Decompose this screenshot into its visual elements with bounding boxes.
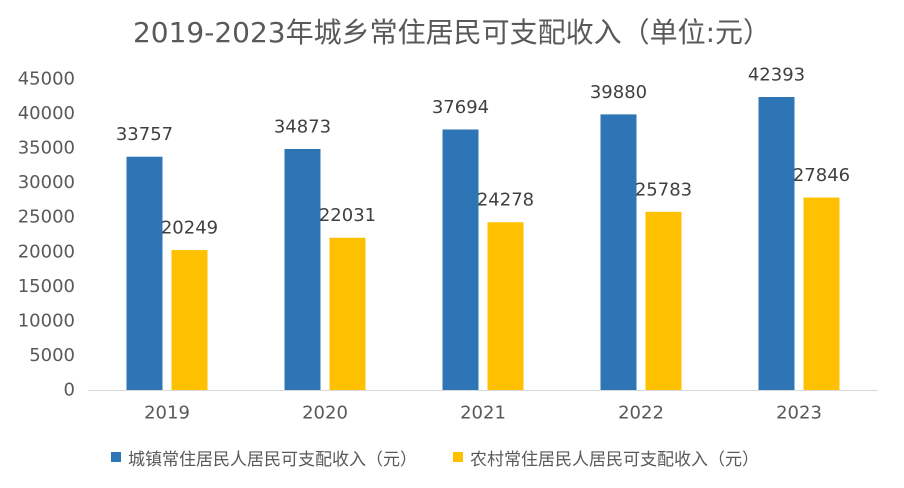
data-label-rural-income-2019: 20249: [161, 218, 218, 239]
chart-title: 2019-2023年城乡常住居民可支配收入（单位:元）: [132, 16, 772, 49]
legend-swatch-rural-income: [453, 452, 463, 462]
bar-chart: 0 5000 10000 15000 20000 25000 30000 35000 40000…: [18, 65, 878, 424]
legend-item-urban-income: 城镇常住居民人居民可支配收入（元）: [111, 445, 417, 470]
bar-rural-income-2023: [803, 197, 840, 390]
bar-rural-income-2021: [487, 222, 524, 390]
data-label-urban-income-2021: 37694: [432, 97, 489, 118]
data-label-urban-income-2022: 39880: [590, 82, 647, 103]
y-tick-label-15000: 15000: [18, 276, 75, 297]
y-tick-label-10000: 10000: [18, 310, 75, 331]
legend-swatch-urban-income: [111, 452, 121, 462]
data-label-urban-income-2023: 42393: [748, 65, 805, 86]
legend-label-rural-income: 农村常住居民人居民可支配收入（元）: [470, 449, 759, 470]
y-tick-label-25000: 25000: [18, 207, 75, 228]
bar-urban-income-2021: [442, 129, 479, 390]
legend-item-rural-income: 农村常住居民人居民可支配收入（元）: [453, 445, 759, 470]
data-label-rural-income-2023: 27846: [793, 165, 850, 186]
bar-urban-income-2023: [758, 97, 795, 390]
data-label-rural-income-2020: 22031: [319, 205, 376, 226]
y-tick-label-20000: 20000: [18, 241, 75, 262]
x-tick-label-2020: 2020: [302, 403, 348, 424]
data-label-rural-income-2021: 24278: [477, 190, 534, 211]
y-tick-label-45000: 45000: [18, 69, 75, 90]
bar-rural-income-2019: [171, 250, 208, 390]
y-tick-label-40000: 40000: [18, 103, 75, 124]
y-tick-label-35000: 35000: [18, 138, 75, 159]
y-tick-label-5000: 5000: [29, 345, 75, 366]
bar-rural-income-2022: [645, 211, 682, 390]
data-label-urban-income-2020: 34873: [274, 116, 331, 137]
chart-legend: 城镇常住居民人居民可支配收入（元） 农村常住居民人居民可支配收入（元）: [0, 445, 904, 470]
x-tick-label-2021: 2021: [460, 403, 506, 424]
y-tick-label-30000: 30000: [18, 172, 75, 193]
bar-urban-income-2022: [600, 114, 637, 390]
x-tick-label-2023: 2023: [776, 403, 822, 424]
x-tick-label-2022: 2022: [618, 403, 664, 424]
bar-rural-income-2020: [329, 237, 366, 390]
bar-urban-income-2020: [284, 148, 321, 390]
y-tick-label-0: 0: [64, 380, 75, 401]
data-label-rural-income-2022: 25783: [635, 179, 692, 200]
legend-label-urban-income: 城镇常住居民人居民可支配收入（元）: [128, 449, 417, 470]
bar-urban-income-2019: [126, 156, 163, 390]
data-label-urban-income-2019: 33757: [116, 124, 173, 145]
x-tick-label-2019: 2019: [144, 403, 190, 424]
